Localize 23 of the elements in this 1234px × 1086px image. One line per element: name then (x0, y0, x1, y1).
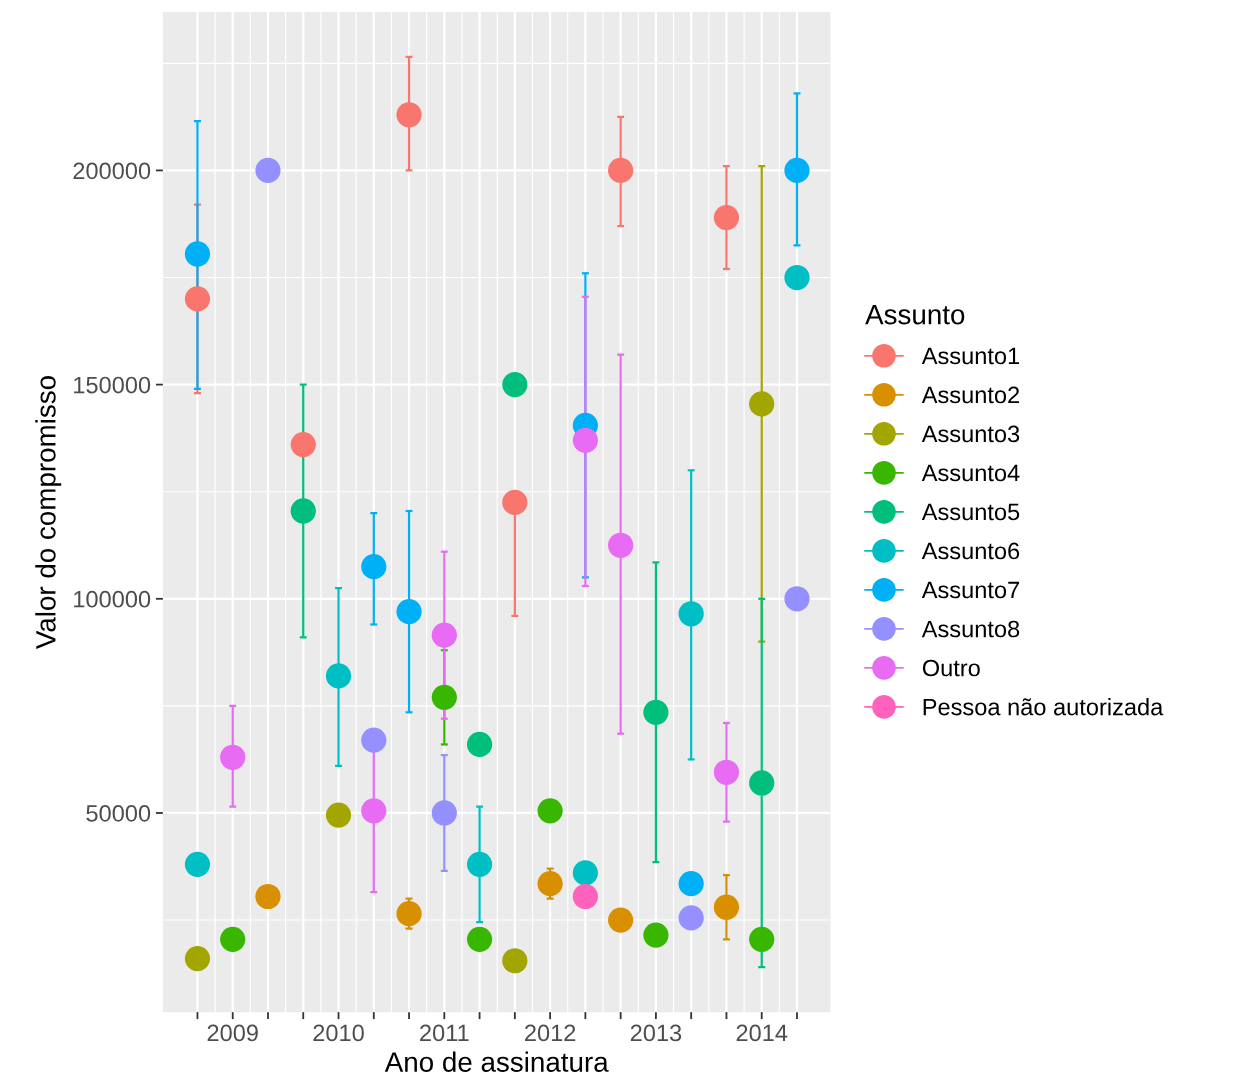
y-tick-label: 50000 (86, 805, 151, 822)
legend-label: Outro (922, 659, 980, 677)
legend-title: Assunto (865, 305, 965, 325)
legend-label: Pessoa não autorizada (923, 698, 1164, 716)
x-tick-label: 2012 (525, 1024, 576, 1042)
x-tick-label: 2010 (313, 1024, 364, 1042)
x-tick-label: 2009 (207, 1024, 258, 1042)
legend-label: Assunto4 (921, 464, 1020, 482)
legend-label: Assunto5 (921, 503, 1020, 521)
legend-label: Assunto2 (921, 386, 1020, 404)
y-axis-title: Valor do compromisso (35, 376, 62, 650)
legend-label: Assunto1 (921, 347, 1020, 365)
x-axis-title: Ano de assinatura (384, 1051, 609, 1072)
legend-label: Assunto7 (921, 581, 1020, 599)
legend-label: Assunto8 (921, 620, 1020, 638)
y-tick-label: 200000 (73, 162, 151, 180)
x-tick-label: 2011 (420, 1024, 469, 1042)
legend-label: Assunto6 (921, 542, 1020, 560)
legend-label: Assunto3 (921, 425, 1020, 443)
y-tick-label: 100000 (74, 590, 151, 608)
y-tick-label: 150000 (74, 376, 151, 394)
x-tick-label: 2013 (630, 1024, 682, 1042)
x-tick-label: 2014 (736, 1024, 788, 1042)
